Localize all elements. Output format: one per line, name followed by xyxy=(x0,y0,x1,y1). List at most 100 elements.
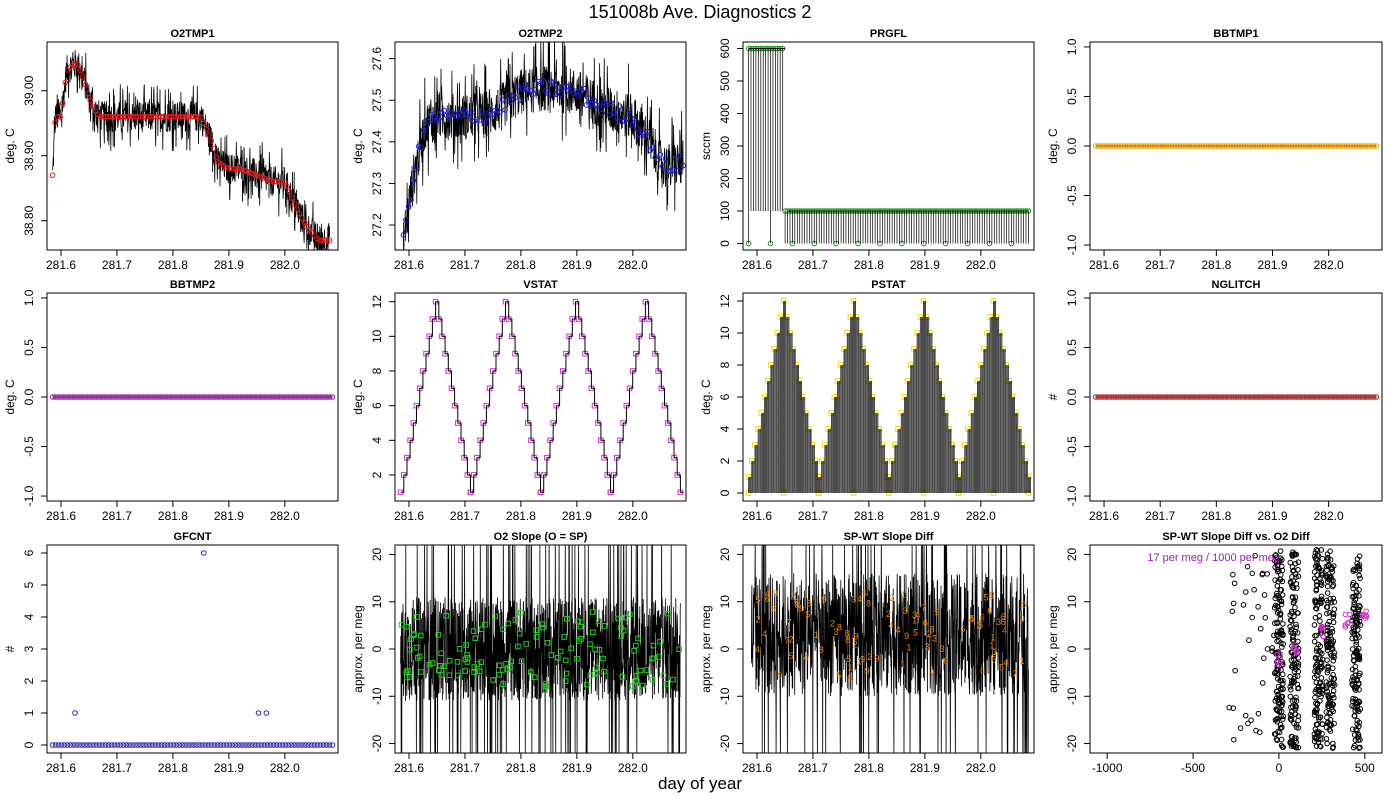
scatter-point xyxy=(1313,679,1320,686)
data-point xyxy=(1325,394,1331,400)
data-point xyxy=(523,641,530,647)
data-point xyxy=(1225,143,1232,149)
data-point xyxy=(170,742,177,748)
data-point xyxy=(61,742,68,748)
data-point xyxy=(410,177,417,184)
data-point xyxy=(223,742,230,748)
x-tick-label: 281.7 xyxy=(1145,509,1175,523)
data-point xyxy=(581,85,587,92)
scatter-point xyxy=(1327,548,1333,555)
data-point xyxy=(507,664,513,671)
data-point xyxy=(1156,394,1163,400)
data-point xyxy=(256,173,262,179)
y-tick-label: 8 xyxy=(718,361,732,368)
scatter-point xyxy=(1352,668,1359,674)
scatter-point xyxy=(1329,566,1335,572)
data-point xyxy=(276,742,283,748)
data-point xyxy=(1363,143,1369,149)
scatter-point xyxy=(1248,717,1254,723)
plot-area xyxy=(1092,143,1380,149)
data-point xyxy=(573,88,580,94)
data-point xyxy=(327,394,333,400)
scatter-point xyxy=(1330,619,1337,626)
data-point xyxy=(285,742,292,748)
data-point xyxy=(667,168,674,174)
data-point xyxy=(1322,394,1329,400)
data-point xyxy=(1335,143,1341,149)
data-point xyxy=(96,742,103,748)
plot-frame xyxy=(46,41,339,251)
x-tick-label: 281.8 xyxy=(158,761,188,775)
highlight-point xyxy=(1345,619,1352,626)
data-label: 5 xyxy=(862,589,867,599)
data-point xyxy=(560,84,567,91)
y-tick-label: 300 xyxy=(718,136,732,156)
scatter-point xyxy=(1293,744,1300,751)
scatter-point xyxy=(1319,570,1325,576)
scatter-point xyxy=(1293,621,1299,628)
data-label: 6 xyxy=(980,612,985,622)
data-point xyxy=(462,668,469,674)
highlight-point xyxy=(1318,625,1324,631)
data-point xyxy=(665,610,672,617)
scatter-point xyxy=(1328,680,1335,687)
data-point xyxy=(241,167,247,174)
scatter-point xyxy=(1313,578,1320,585)
scatter-point xyxy=(1271,604,1278,611)
data-label: 8 xyxy=(837,623,842,633)
data-point xyxy=(456,646,463,652)
y-tick-label: 600 xyxy=(718,38,732,58)
data-point xyxy=(1164,394,1170,400)
data-label: 8 xyxy=(866,599,871,609)
data-label: 5 xyxy=(999,663,1004,673)
data-point xyxy=(593,664,600,671)
data-point xyxy=(1245,394,1252,400)
data-point xyxy=(1166,143,1173,149)
data-point xyxy=(1205,143,1211,149)
scatter-point xyxy=(1261,592,1268,598)
data-point xyxy=(1177,143,1183,149)
scatter-point xyxy=(1287,623,1293,630)
data-label: 4 xyxy=(969,615,974,625)
data-point xyxy=(1128,394,1135,400)
data-label: 1 xyxy=(847,663,852,673)
scatter-point xyxy=(1279,592,1286,598)
data-label: 5 xyxy=(805,609,810,619)
data-point xyxy=(59,100,66,106)
data-point xyxy=(1174,143,1181,149)
data-point xyxy=(446,114,452,120)
plot-area xyxy=(49,394,336,400)
data-label: 6 xyxy=(987,606,992,616)
data-point xyxy=(545,91,552,97)
data-point xyxy=(1154,394,1160,400)
data-point xyxy=(138,742,144,748)
data-point xyxy=(1261,394,1267,400)
y-axis-label: approx. per meg xyxy=(351,605,365,692)
data-point xyxy=(1332,394,1339,400)
data-point xyxy=(1161,143,1168,149)
data-point xyxy=(629,122,636,128)
data-point xyxy=(1319,394,1326,400)
scatter-point xyxy=(1288,717,1295,724)
panel-2: O2TMP2 deg. C 281.6 281.7 281.8 281.9 282.0 27.… xyxy=(351,28,687,272)
scatter-point xyxy=(1244,563,1251,570)
x-tick-label: 281.6 xyxy=(742,761,772,775)
data-point xyxy=(676,646,682,653)
scatter-point xyxy=(1255,604,1261,610)
data-point xyxy=(1342,143,1349,149)
data-point xyxy=(587,672,594,679)
data-point xyxy=(203,126,210,132)
data-point xyxy=(576,93,582,99)
data-point xyxy=(1360,394,1367,400)
scatter-point xyxy=(1295,610,1301,616)
data-point xyxy=(1302,394,1308,400)
data-point xyxy=(1314,394,1321,400)
plot-frame xyxy=(742,41,1035,251)
data-point xyxy=(1258,143,1265,149)
data-point xyxy=(461,107,468,114)
x-tick-label: 281.6 xyxy=(1089,509,1119,523)
data-point xyxy=(117,742,124,748)
data-point xyxy=(255,742,262,748)
data-label: 7 xyxy=(791,592,796,602)
y-tick-label: 27.5 xyxy=(370,88,384,112)
